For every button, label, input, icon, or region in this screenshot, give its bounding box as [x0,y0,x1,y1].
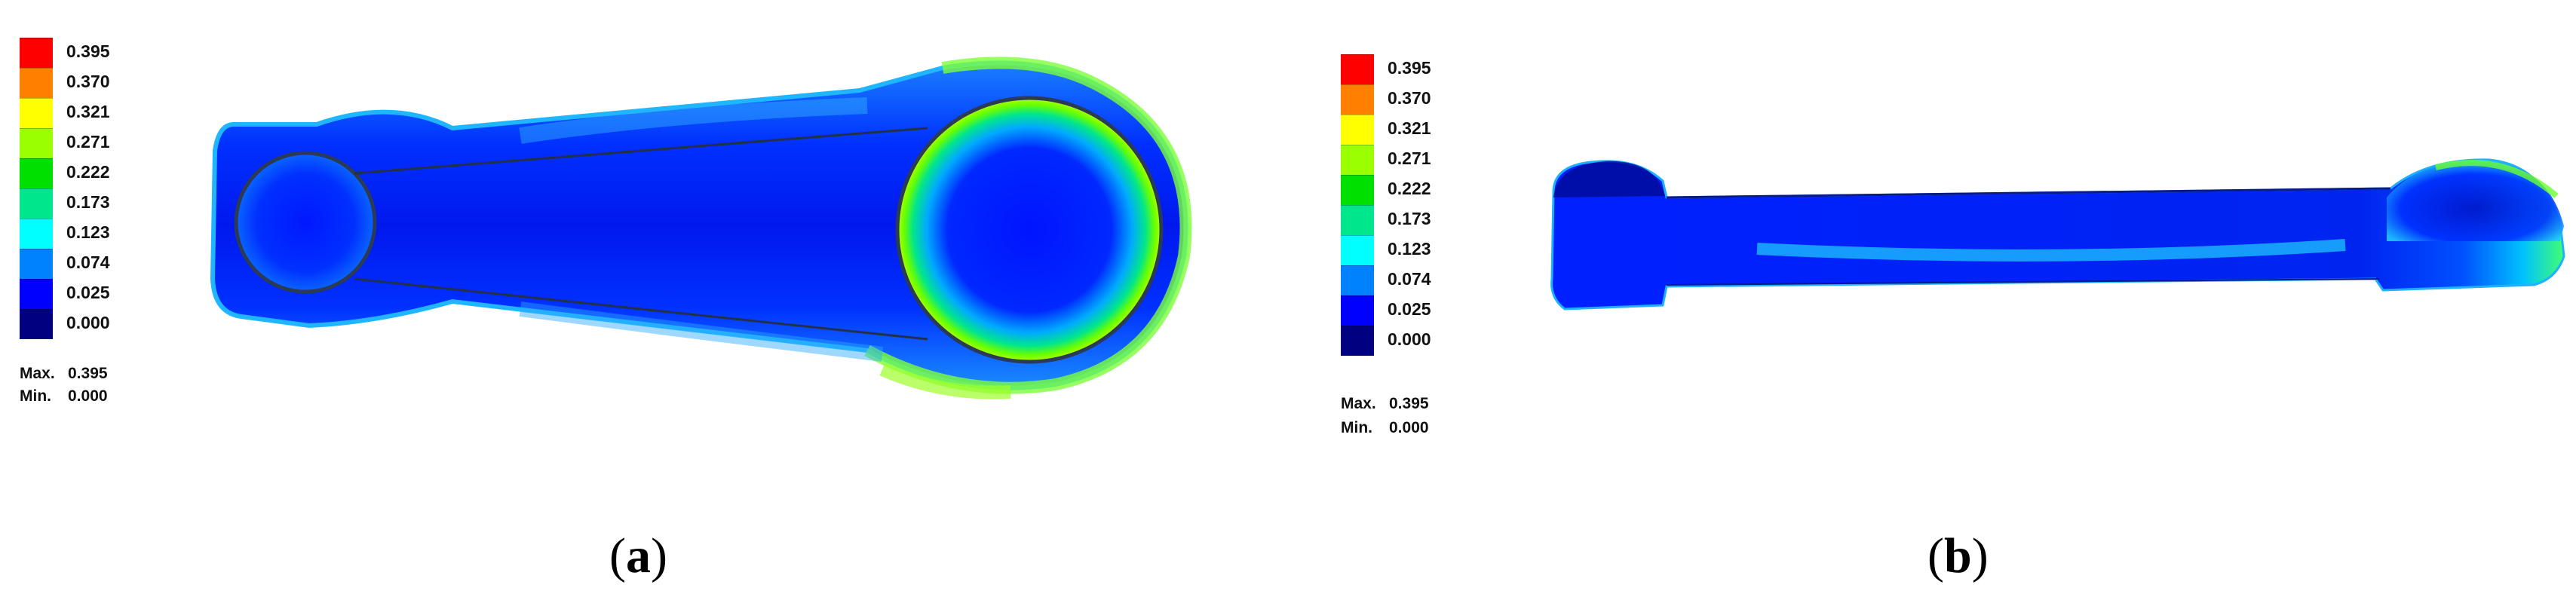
legend-value: 0.074 [1388,269,1431,289]
color-swatch [1341,145,1374,175]
color-swatch [1341,54,1374,84]
max-readout: Max. 0.395 [20,365,108,383]
color-swatch [1341,84,1374,115]
legend-value: 0.271 [66,132,110,151]
min-readout: Min. 0.000 [1341,419,1429,437]
legend-value: 0.370 [66,72,110,91]
color-swatch [20,38,53,68]
legend-value: 0.074 [66,252,110,272]
caption-b: (b) [1927,528,1989,585]
big-end-ring [895,96,1164,364]
stress-streak [519,301,884,362]
panel-a: 0.395 0.370 0.321 0.271 0.222 0.173 0.12… [20,38,1192,585]
shank-upper-line [354,127,928,175]
stress-streak [879,363,1011,399]
caption-letter: b [1943,528,1972,583]
shank-bottom-line [1666,278,2380,286]
legend-value: 0.123 [1388,239,1431,259]
caption-a: (a) [609,528,667,585]
legend-value: 0.370 [1388,88,1431,108]
min-value: 0.000 [1389,419,1429,436]
small-end-ring [234,151,377,294]
max-label: Max. [1341,395,1376,412]
color-swatch [20,68,53,98]
small-end-dome [1553,161,1665,197]
color-swatch [1341,115,1374,145]
shank-lower-line [354,277,928,341]
legend-value: 0.395 [66,41,110,61]
min-label: Min. [1341,419,1372,436]
small-end-bore [236,153,375,292]
color-swatch [1341,205,1374,235]
color-swatch [20,158,53,188]
legend-value: 0.271 [1388,148,1431,168]
legend-value: 0.025 [66,283,110,302]
legend-value: 0.321 [1388,118,1431,138]
min-value: 0.000 [68,387,108,405]
caption-open: ( [1927,528,1944,583]
max-value: 0.395 [1389,395,1429,412]
legend-value: 0.173 [66,192,110,212]
legend-value: 0.222 [1388,179,1431,198]
legend-value: 0.395 [1388,58,1431,78]
max-readout: Max. 0.395 [1341,395,1429,413]
color-swatch [20,188,53,219]
color-swatch [1341,295,1374,326]
color-swatch [1341,326,1374,356]
shank-top-line [1666,187,2391,199]
stress-streak [519,97,868,144]
panel-b: 0.395 0.370 0.321 0.271 0.222 0.173 0.12… [1288,0,2576,612]
connecting-rod-top-view [210,57,1192,399]
color-swatch [1341,235,1374,265]
min-label: Min. [20,387,51,405]
color-swatch [20,98,53,128]
legend-value: 0.025 [1388,299,1431,319]
legend-value: 0.321 [66,102,110,121]
color-swatch [20,219,53,249]
color-swatch [20,249,53,279]
big-end-bore [897,98,1161,362]
color-swatch [20,309,53,339]
legend-value: 0.222 [66,162,110,182]
caption-letter: a [625,528,651,583]
max-value: 0.395 [68,365,108,382]
caption-close: ) [650,528,667,583]
legend-value: 0.123 [66,222,110,242]
color-swatch [20,128,53,158]
color-swatch [1341,175,1374,205]
connecting-rod-side-view [1550,158,2565,311]
caption-close: ) [1971,528,1989,583]
color-swatch [1341,265,1374,295]
stress-streak [1756,239,2346,262]
caption-open: ( [609,528,626,583]
legend-value: 0.000 [66,313,110,332]
legend-value: 0.173 [1388,209,1431,228]
top-edge-highlight [2435,160,2559,199]
legend-value: 0.000 [1388,329,1431,349]
big-end-dome [2387,159,2564,241]
max-label: Max. [20,365,55,382]
color-swatch [20,279,53,309]
min-readout: Min. 0.000 [20,387,108,405]
